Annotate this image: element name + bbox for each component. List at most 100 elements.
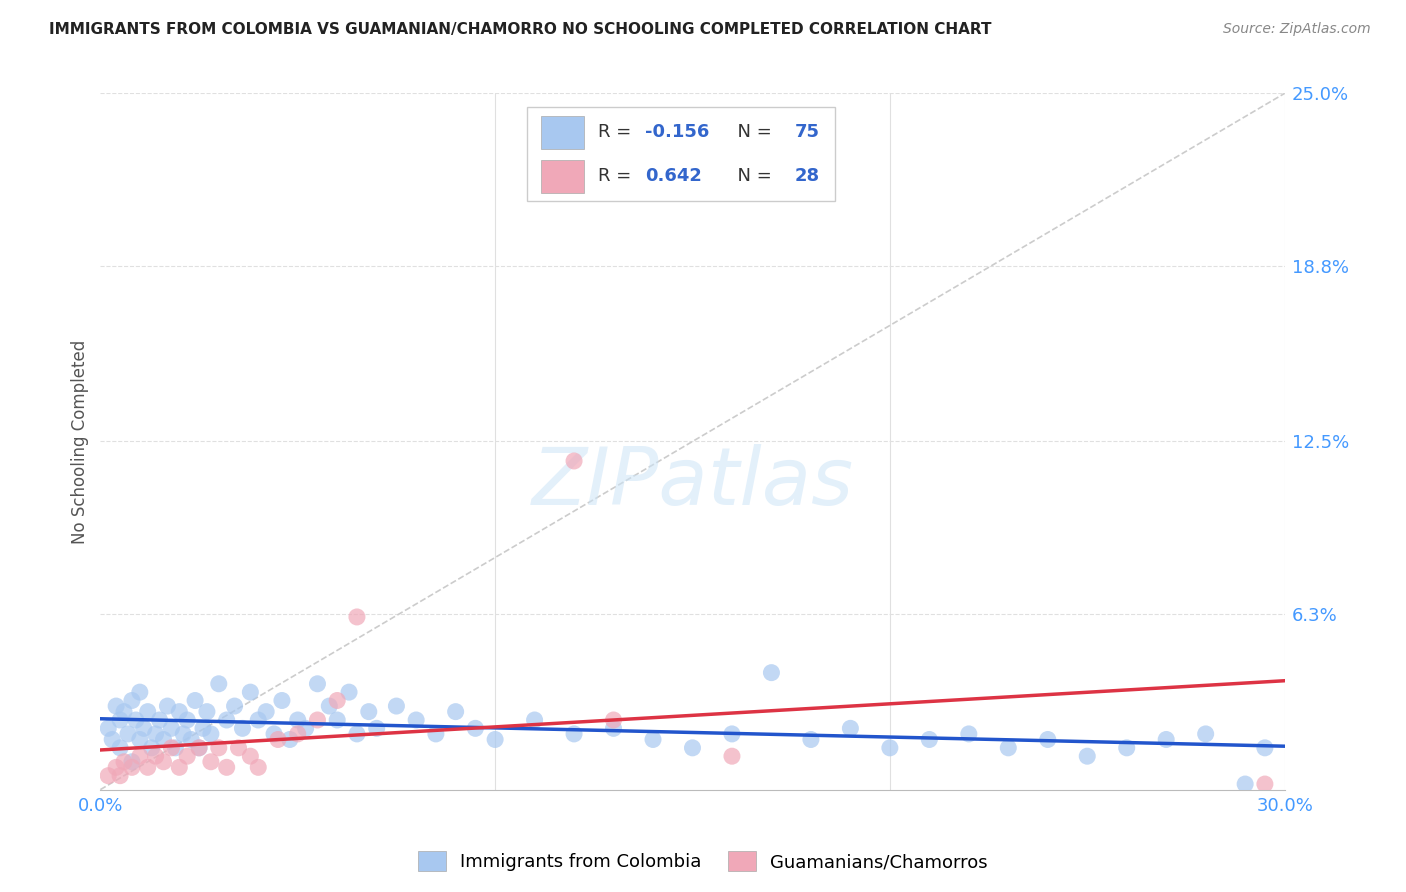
Point (101, 732, 124, 747)
Point (215, 713, 238, 727)
Point (602, 722, 624, 736)
Point (200, 727, 222, 741)
Point (254, 705, 277, 719)
Point (108, 740, 131, 755)
Point (145, 727, 167, 741)
Text: R =: R = (598, 167, 637, 186)
Point (425, 727, 447, 741)
Point (641, 732, 664, 747)
Point (148, 713, 170, 727)
FancyBboxPatch shape (527, 107, 835, 202)
Point (287, 727, 309, 741)
Point (200, 755, 222, 769)
Point (1115, 740, 1137, 755)
Point (141, 740, 163, 755)
Point (224, 699, 246, 714)
Point (128, 685, 150, 699)
Point (152, 732, 174, 747)
Point (761, 665, 783, 680)
Point (247, 713, 270, 727)
Text: -0.156: -0.156 (645, 123, 710, 141)
Point (169, 705, 191, 719)
Point (562, 727, 585, 741)
Point (128, 749, 150, 764)
Point (1234, 777, 1257, 791)
Point (105, 699, 128, 714)
Point (239, 685, 262, 699)
Point (1254, 740, 1277, 755)
Point (346, 610, 368, 624)
Point (228, 740, 250, 755)
Point (326, 713, 349, 727)
Point (879, 740, 901, 755)
Point (208, 677, 231, 691)
Point (278, 732, 301, 747)
Point (121, 755, 143, 769)
Text: N =: N = (725, 167, 778, 186)
Legend: Immigrants from Colombia, Guamanians/Chamorros: Immigrants from Colombia, Guamanians/Cha… (411, 844, 995, 879)
Point (271, 693, 294, 707)
Point (1254, 777, 1277, 791)
Point (195, 705, 218, 719)
Point (136, 760, 159, 774)
Point (1195, 727, 1218, 741)
Bar (541, 160, 583, 193)
Point (176, 749, 198, 764)
Point (188, 740, 211, 755)
Point (121, 693, 143, 707)
Point (1036, 732, 1059, 747)
Text: 28: 28 (794, 167, 820, 186)
Point (263, 727, 285, 741)
Point (444, 705, 467, 719)
Point (176, 713, 198, 727)
Point (318, 699, 340, 714)
Point (267, 732, 290, 747)
Point (239, 749, 262, 764)
Point (215, 760, 238, 774)
Point (294, 722, 316, 736)
Point (957, 727, 980, 741)
Point (132, 722, 155, 736)
Point (156, 699, 179, 714)
Point (117, 727, 139, 741)
Point (366, 722, 388, 736)
Text: R =: R = (598, 123, 637, 141)
Point (464, 722, 486, 736)
Point (326, 693, 349, 707)
Point (247, 760, 270, 774)
Point (152, 755, 174, 769)
Point (231, 722, 253, 736)
Point (169, 760, 191, 774)
Point (180, 732, 202, 747)
Point (523, 713, 546, 727)
Point (800, 732, 823, 747)
Point (307, 713, 329, 727)
Point (918, 732, 941, 747)
Point (108, 769, 131, 783)
Point (97, 722, 120, 736)
Point (112, 705, 135, 719)
Point (682, 740, 704, 755)
Point (997, 740, 1019, 755)
Point (160, 740, 183, 755)
Point (208, 740, 231, 755)
Point (405, 713, 427, 727)
Point (191, 722, 214, 736)
Point (287, 713, 309, 727)
Point (721, 727, 744, 741)
Point (357, 705, 380, 719)
Text: Source: ZipAtlas.com: Source: ZipAtlas.com (1223, 22, 1371, 37)
Point (184, 693, 207, 707)
Point (721, 749, 744, 764)
Bar (541, 116, 583, 149)
Point (188, 740, 211, 755)
Point (385, 699, 408, 714)
Point (136, 705, 159, 719)
Point (484, 732, 506, 747)
Y-axis label: No Schooling Completed: No Schooling Completed (72, 339, 89, 543)
Point (165, 740, 187, 755)
Point (97, 769, 120, 783)
Point (562, 454, 585, 468)
Point (839, 722, 862, 736)
Text: IMMIGRANTS FROM COLOMBIA VS GUAMANIAN/CHAMORRO NO SCHOOLING COMPLETED CORRELATIO: IMMIGRANTS FROM COLOMBIA VS GUAMANIAN/CH… (49, 22, 991, 37)
